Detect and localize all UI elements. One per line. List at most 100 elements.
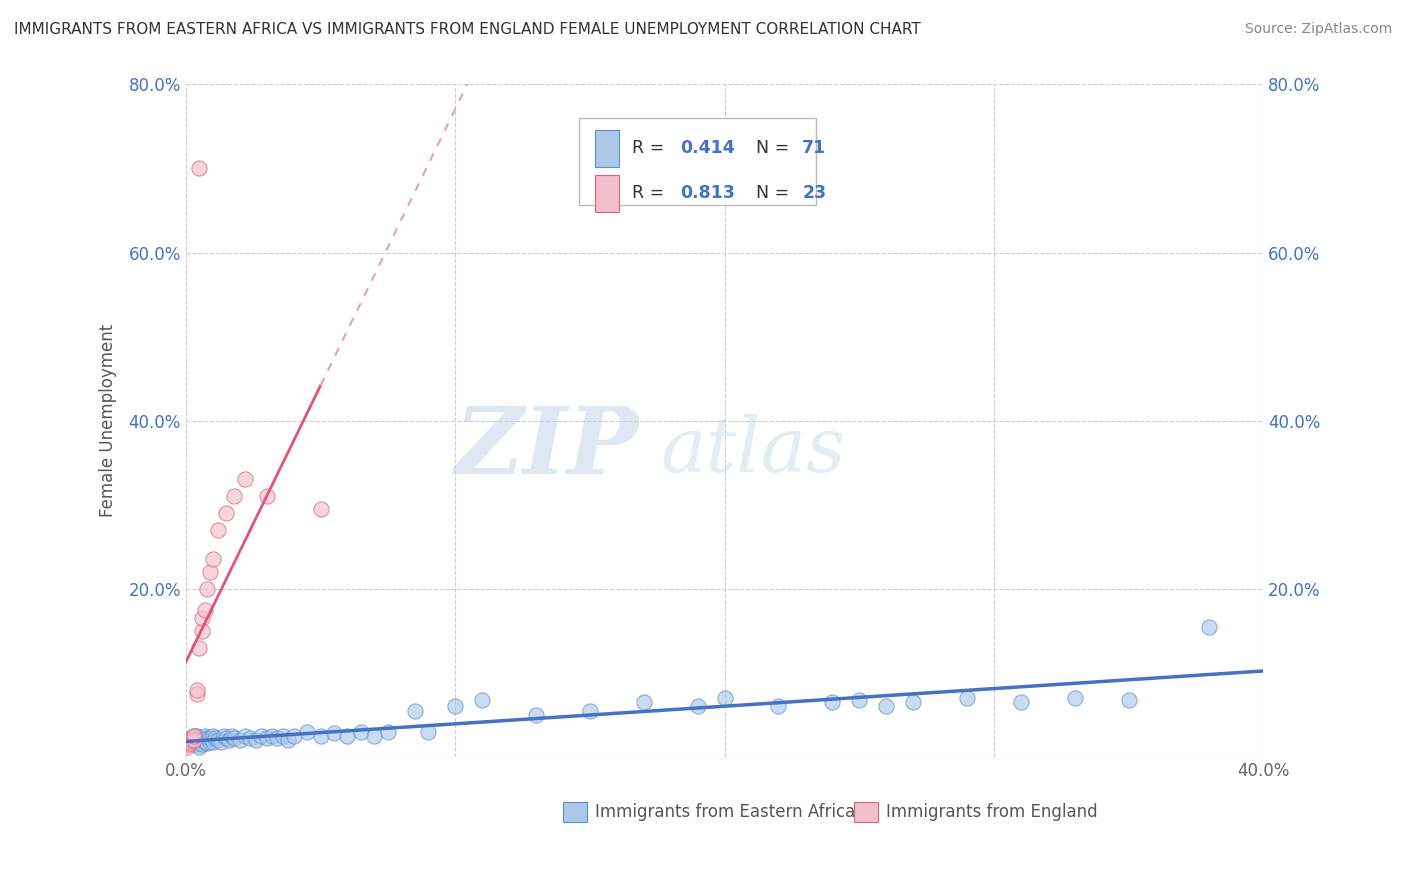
Point (183, 729, 205, 743)
Point (207, 523, 229, 537)
Point (179, 735, 201, 749)
Point (179, 735, 201, 749)
Point (768, 699, 790, 714)
Point (188, 640, 211, 655)
Point (186, 687, 208, 701)
Point (184, 733, 207, 747)
Point (209, 735, 232, 749)
Text: R =: R = (631, 185, 669, 202)
Point (233, 473, 256, 487)
Point (1010, 695, 1032, 709)
Point (633, 695, 655, 709)
Point (177, 733, 200, 747)
Point (404, 704, 426, 718)
Point (183, 729, 205, 743)
Point (194, 729, 217, 743)
Point (215, 731, 238, 746)
Point (215, 506, 238, 520)
Point (471, 692, 494, 706)
Text: 71: 71 (803, 139, 827, 157)
Bar (595, 175, 619, 212)
Point (224, 731, 246, 746)
Y-axis label: Female Unemployment: Female Unemployment (100, 324, 117, 517)
Point (1063, 691, 1085, 706)
Text: IMMIGRANTS FROM EASTERN AFRICA VS IMMIGRANTS FROM ENGLAND FEMALE UNEMPLOYMENT CO: IMMIGRANTS FROM EASTERN AFRICA VS IMMIGR… (14, 22, 921, 37)
Point (195, 736, 218, 750)
Point (713, 691, 735, 706)
Point (207, 733, 229, 747)
Bar (562, 802, 586, 822)
Point (194, 735, 217, 749)
Point (350, 724, 373, 739)
Point (186, 729, 208, 743)
Text: N =: N = (745, 185, 794, 202)
Point (283, 729, 305, 743)
Point (201, 552, 224, 566)
Point (295, 724, 318, 739)
Point (191, 737, 214, 751)
Text: Immigrants from England: Immigrants from England (886, 803, 1098, 821)
Point (183, 733, 205, 747)
Point (204, 731, 226, 746)
Text: atlas: atlas (659, 414, 845, 488)
Point (176, 737, 198, 751)
Point (218, 733, 240, 747)
Text: 0.414: 0.414 (681, 139, 735, 157)
Point (875, 699, 897, 714)
Point (191, 624, 214, 638)
Point (524, 707, 547, 722)
Point (201, 729, 224, 743)
Point (309, 729, 332, 743)
Point (181, 729, 204, 743)
Point (250, 729, 273, 743)
Point (195, 731, 218, 746)
Point (233, 729, 256, 743)
Point (195, 582, 218, 596)
Point (266, 731, 288, 746)
Text: Immigrants from Eastern Africa: Immigrants from Eastern Africa (595, 803, 855, 821)
Point (579, 704, 602, 718)
Point (198, 731, 221, 746)
Point (176, 739, 198, 754)
Point (377, 724, 399, 739)
Text: 0.813: 0.813 (681, 185, 735, 202)
Point (221, 729, 243, 743)
Point (686, 699, 709, 714)
Point (177, 737, 200, 751)
Point (188, 739, 211, 754)
Point (186, 737, 208, 751)
Point (186, 735, 208, 749)
Point (188, 731, 211, 746)
Point (1198, 619, 1220, 633)
Point (198, 565, 221, 579)
Point (183, 735, 205, 749)
Point (256, 489, 278, 503)
Point (901, 695, 924, 709)
FancyBboxPatch shape (579, 118, 815, 205)
Point (363, 729, 385, 743)
Point (194, 603, 217, 617)
Point (180, 733, 202, 747)
Point (848, 692, 870, 706)
Text: 23: 23 (803, 185, 827, 202)
Text: Source: ZipAtlas.com: Source: ZipAtlas.com (1244, 22, 1392, 37)
Point (188, 735, 211, 749)
Point (183, 737, 205, 751)
Point (309, 502, 332, 516)
Point (180, 731, 202, 746)
Point (444, 699, 467, 714)
Point (186, 682, 208, 697)
Point (212, 729, 235, 743)
Point (198, 735, 221, 749)
Point (180, 736, 202, 750)
Bar (853, 802, 877, 822)
Point (1118, 692, 1140, 706)
Point (277, 733, 299, 747)
Text: N =: N = (745, 139, 794, 157)
Text: ZIP: ZIP (454, 402, 638, 492)
Point (271, 729, 294, 743)
Point (245, 733, 267, 747)
Point (239, 731, 262, 746)
Point (256, 731, 278, 746)
Point (191, 611, 214, 625)
